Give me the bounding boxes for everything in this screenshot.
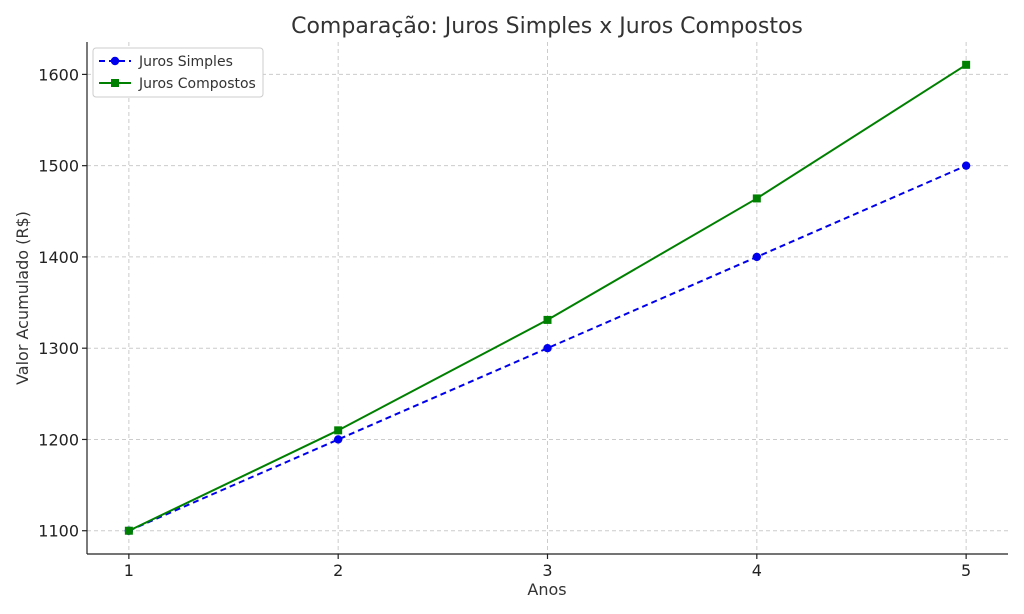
data-point [543,315,552,324]
y-tick-label: 1200 [38,430,79,449]
legend-label: Juros Compostos [138,76,256,92]
y-tick-label: 1600 [38,65,79,84]
axes: 1 2 3 4 5 1100 1200 1300 1400 1500 1600 [38,42,1008,580]
chart-title: Comparação: Juros Simples x Juros Compos… [291,14,803,39]
y-tick-label: 1300 [38,339,79,358]
data-point [543,343,552,353]
legend-label: Juros Simples [138,54,233,70]
series-layer [124,60,971,535]
grid [87,42,1008,554]
x-tick-label: 2 [333,561,343,580]
legend-marker [111,79,119,87]
data-point [752,252,762,262]
data-point [124,526,133,535]
y-tick-label: 1500 [38,157,79,176]
y-tick-label: 1400 [38,248,79,267]
series-2 [124,60,971,535]
data-point [752,194,761,203]
data-point [962,60,971,69]
legend-box [92,47,264,98]
y-tick-label: 1100 [38,522,79,541]
legend-entry: Juros Compostos [99,76,256,92]
y-axis-label: Valor Acumulado (R$) [13,211,32,385]
x-tick-label: 3 [542,561,552,580]
data-point [333,435,343,444]
legend-marker [110,56,120,66]
x-axis-label: Anos [527,580,566,599]
data-point [334,426,343,435]
series-line [128,164,967,532]
x-tick-label: 5 [961,561,971,580]
legend-entry: Juros Simples [99,54,233,70]
x-tick-label: 4 [752,561,762,580]
legend: Juros Simples Juros Compostos [92,47,264,98]
x-tick-label: 1 [124,561,134,580]
data-point [961,161,971,170]
